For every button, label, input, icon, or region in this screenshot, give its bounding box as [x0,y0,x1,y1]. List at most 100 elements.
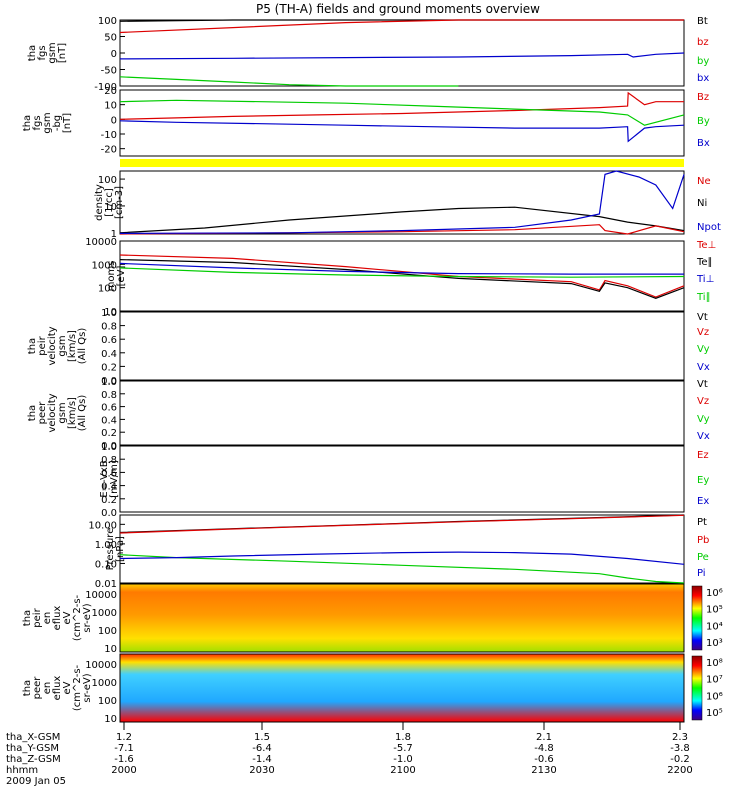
x-col4-time: 2200 [667,765,692,776]
panel-5-legend-0: Vt [697,379,708,390]
panel-2-ylabel-1: [1/cc] [104,188,115,217]
panel-0-ytick-2: 0 [111,49,117,60]
panel-7-ytick-0: 10.00 [88,520,117,531]
panel-3-ytick-0: 10000 [85,237,117,248]
panel-6-ylabel-1: [mV/m] [109,460,120,498]
panel-6-ytick-1: 0.8 [101,455,117,466]
panel-9-ylabel-1: peer [32,676,43,700]
panel-9-ytick-3: 10 [104,714,117,725]
panel-4-ytick-2: 0.6 [101,335,117,346]
x-col0-xgsm: 1.2 [116,732,132,743]
x-col1-zgsm: -1.4 [252,754,272,765]
panel-0-series-by [119,76,459,87]
x-col0-ygsm: -7.1 [114,743,134,754]
colorbar-9-tick-2: 10⁶ [706,691,723,702]
panel-9-ytick-1: 1000 [92,678,117,689]
heatmap-9 [120,654,684,722]
panel-6-legend-1: Ey [697,475,709,486]
panel-2-legend-0: Ne [697,176,711,187]
panel-0-ytick-1: 50 [104,33,117,44]
panel-5-ytick-1: 0.8 [101,390,117,401]
panel-0-ytick-0: 100 [98,16,117,27]
x-col3-xgsm: 2.1 [536,732,552,743]
panel-0-legend-1: bz [697,37,709,48]
panel-1: tha fgs gsm -bg [nT] 20 10 0 -10 -20 Bz By Bx [22,86,710,157]
panel-5-ytick-2: 0.6 [101,403,117,414]
panel-4-ytick-5: 0.0 [101,376,117,387]
panel-1-frame [119,89,685,157]
panel-0-ylabel-0: tha [27,45,38,61]
panel-8-ytick-0: 10000 [85,590,117,601]
panel-4-ytick-3: 0.4 [101,349,117,360]
panel-1-ylabel-0: tha [22,115,33,131]
x-col3-time: 2130 [531,765,556,776]
panel-9-ylabel-6: sr-eV) [82,673,93,702]
panel-4-legend-2: Vy [697,344,710,355]
status-bar-yellow [120,159,684,167]
panel-0-ytick-4: -100 [94,82,117,93]
panel-8-ylabel-2: en [42,612,53,625]
panel-3-ylabel-0: moms [106,261,117,292]
panel-9-ylabel-2: en [42,682,53,695]
panel-2-series-Ni [119,206,685,234]
x-row-label-zgsm: tha_Z-GSM [6,754,61,765]
panel-2-ytick-2: 1 [111,229,117,240]
panel-1-legend-1: By [697,116,710,127]
figure-title: P5 (TH-A) fields and ground moments over… [256,2,540,16]
x-row-label-time: hhmm [6,765,38,776]
panel-0-legend-0: Bt [697,16,708,27]
panel-7-ylabel-0: Pressure [105,528,116,571]
panel-8-ylabel-0: tha [22,610,33,626]
panel-0-ytick-3: -50 [101,66,117,77]
colorbar-8-tick-1: 10⁵ [706,605,723,616]
panel-3-legend-0: Te⊥ [696,240,716,251]
panel-1-ylabel-1: fgs [32,115,43,130]
panel-9-frame [119,653,685,723]
panel-4-ylabel-4: [km/s] [67,330,78,362]
panel-8-ylabel-4: eV [62,611,73,624]
panel-0-series-bx [119,52,685,60]
panel-3-legend-3: Ti∥ [696,292,711,303]
panel-0-ylabel-3: [nT] [57,43,68,63]
panel-2-series-Npot [119,170,685,234]
panel-8: tha peir en eflux eV (cm^2-s-sr-eV) 10⁶ 10⁵ 10⁴ 1… [22,583,723,655]
panel-7-ytick-3: 0.01 [95,579,117,590]
panel-1-ytick-1: 10 [104,101,117,112]
panel-2-ylabel-0: density [94,184,105,221]
panel-7-legend-0: Pt [697,517,707,528]
x-col2-ygsm: -5.7 [393,743,413,754]
panel-6-ylabel-0: E=-VxB [99,460,110,497]
panel-3: moms [eV] 10000 1000 100 10 Te⊥ Te∥ Ti⊥ Ti∥ [85,237,716,318]
panel-5-ylabel-1: peer [37,401,48,425]
panel-2-frame [119,170,685,235]
x-col3-zgsm: -0.6 [534,754,554,765]
x-row-label-xgsm: tha_X-GSM [6,732,60,743]
x-col1-xgsm: 1.5 [254,732,270,743]
x-col4-ygsm: -3.8 [670,743,690,754]
panel-1-series-Bx [119,120,685,143]
panel-1-ylabel-4: [nT] [62,113,73,133]
panel-9-ylabel-5: (cm^2-s- [72,664,83,711]
colorbar-8 [691,585,703,651]
panel-7-frame [119,514,685,584]
panel-7-legend-2: Pe [697,552,709,563]
panel-5-ylabel-5: (All Qs) [77,395,88,432]
panel-9: tha peer en eflux eV (cm^2-s-sr-eV) 10⁸ 10⁷ 10⁶ 1… [22,653,723,725]
panel-3-series-Te⊥ [119,254,685,298]
x-col1-ygsm: -6.4 [252,743,272,754]
panel-0: tha fgs gsm [nT] 100 50 0 -50 -100 Bt bz by bx [27,16,709,93]
colorbar-8-tick-0: 10⁶ [706,588,723,599]
panel-6-ytick-0: 1.0 [101,442,117,453]
panel-4-legend-1: Vz [697,327,709,338]
panel-4-ylabel-3: gsm [57,335,68,356]
panel-4-ylabel-5: (All Qs) [77,328,88,365]
panel-2-legend-2: Npot [697,222,721,233]
panel-5-frame [119,380,685,446]
panel-3-ytick-3: 10 [104,307,117,318]
panel-5-legend-2: Vy [697,414,710,425]
panel-8-ytick-1: 1000 [92,608,117,619]
panel-5-ytick-3: 0.4 [101,415,117,426]
panel-3-ytick-2: 100 [98,284,117,295]
panel-3-frame [119,240,685,312]
panel-1-ytick-2: 0 [111,115,117,126]
